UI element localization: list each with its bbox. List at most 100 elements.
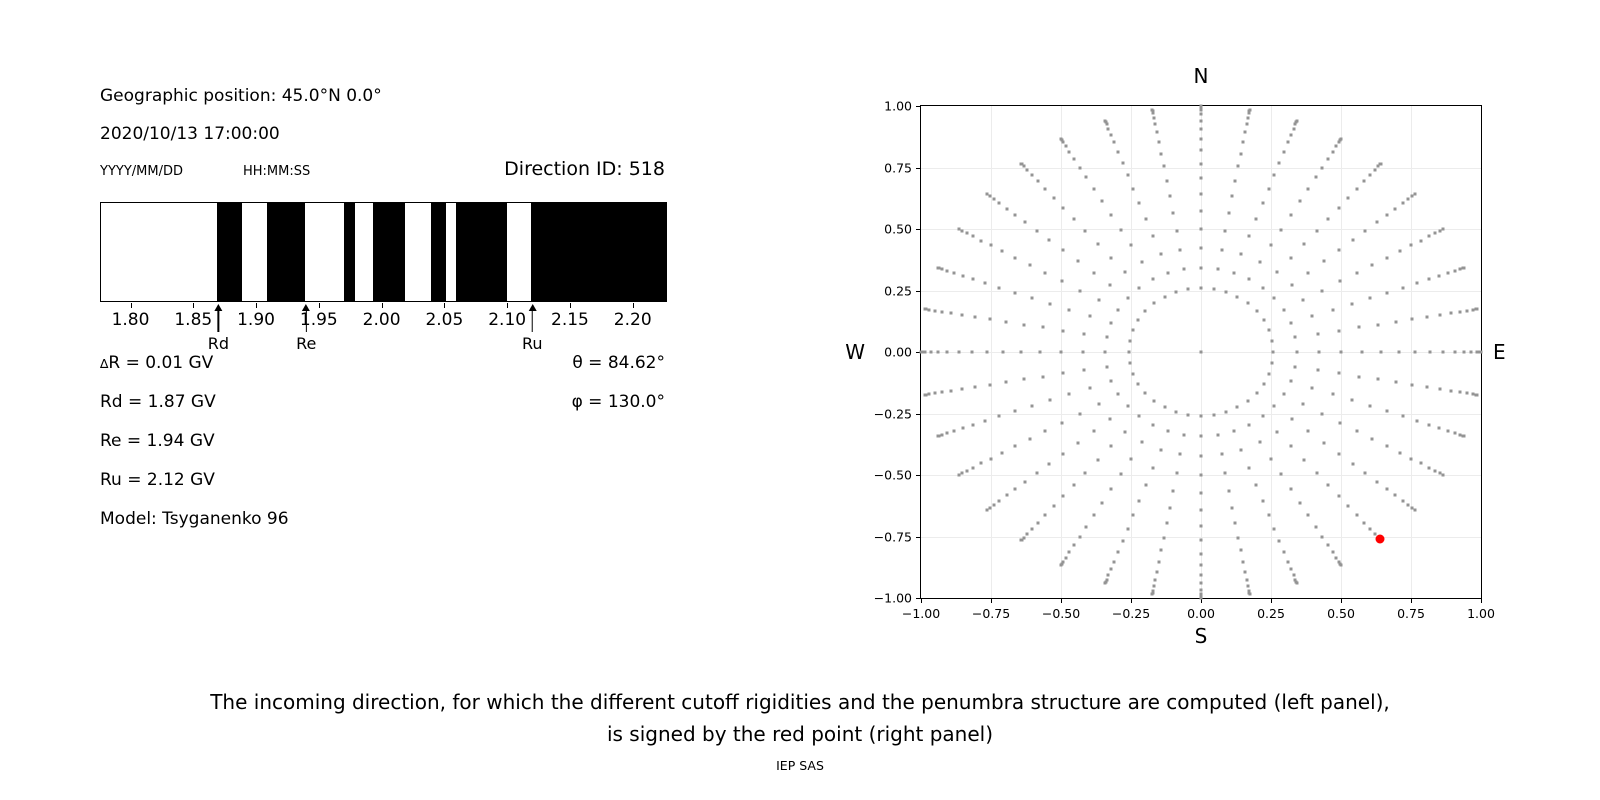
direction-dot [1246,584,1250,588]
direction-dot [1406,503,1410,507]
direction-dot [1458,390,1462,394]
direction-dot [1078,289,1082,292]
direction-dot [1302,458,1306,462]
direction-dot [927,308,931,312]
direction-dot [1220,452,1224,456]
direction-dot [1013,487,1017,491]
direction-dot [1174,290,1178,294]
selected-direction-point [1375,534,1385,544]
direction-dot [1151,589,1155,593]
direction-dot [985,508,988,512]
direction-dot [1469,350,1473,354]
direction-dot [1479,350,1483,354]
direction-dot [1052,196,1056,200]
direction-dot [1152,301,1156,305]
direction-dot [1370,437,1374,441]
direction-dot [1151,423,1155,427]
direction-dot [1178,452,1182,456]
direction-dot [1019,162,1023,166]
direction-dot [919,350,923,354]
direction-dot [1220,248,1224,252]
direction-dot [1269,457,1273,461]
direction-dot [1289,487,1293,491]
direction-dot [1060,279,1064,283]
penumbra-tick-mark [444,303,446,308]
direction-dot [1272,173,1276,177]
direction-dot [1368,173,1372,177]
direction-dot [1022,377,1026,381]
direction-dot [1199,596,1203,600]
direction-dot [1286,560,1290,563]
direction-dot [971,466,975,470]
direction-dot [1316,332,1320,336]
direction-dot [1061,494,1065,498]
direction-dot [1199,524,1203,528]
direction-dot [1144,483,1148,487]
direction-dot [1293,335,1297,339]
direction-dot [1013,444,1017,448]
direction-dot [1236,164,1240,168]
direction-dot [1126,404,1130,408]
model-text: Model: Tsyganenko 96 [100,509,289,529]
direction-dot [1137,286,1141,290]
direction-dot [1153,578,1157,582]
direction-dot [1199,588,1203,592]
direction-dot [945,350,949,354]
direction-dot [1239,548,1243,552]
direction-dot [1119,472,1123,476]
direction-dot [1227,489,1231,493]
direction-dot [957,227,960,231]
penumbra-tick-label: 2.15 [551,310,589,330]
direction-dot [1279,472,1283,476]
direction-dot [1088,314,1092,318]
compass-label-north: N [1193,64,1209,88]
compass-label-south: S [1194,624,1208,648]
direction-dot [1458,267,1462,271]
direction-dot [1362,521,1366,525]
direction-dot [1199,176,1203,180]
direction-dot [1212,287,1216,291]
penumbra-tick-label: 2.20 [613,310,652,330]
direction-dot [1171,211,1175,215]
direction-dot [1150,108,1154,112]
direction-dot [1246,399,1250,403]
direction-dot [1410,194,1414,198]
direction-dot [1022,536,1026,540]
direction-dot [1310,386,1314,390]
direction-dot [1019,350,1023,354]
direction-dot [1441,227,1445,231]
direction-dot [1199,414,1203,418]
penumbra-tick-mark [256,303,258,308]
direction-dot [1067,550,1071,554]
direction-dot [1199,227,1203,231]
direction-dot [1306,513,1310,517]
direction-dot [1471,308,1475,312]
direction-dot [1337,140,1341,144]
grid-line-vertical [1271,106,1272,598]
penumbra-tick-label: 2.05 [425,310,464,330]
direction-dot [1255,309,1258,313]
direction-dot [1282,550,1286,554]
direction-dot [1337,494,1341,498]
direction-dot [1295,350,1299,354]
direction-dot [1199,246,1203,250]
direction-dot [1092,187,1096,191]
direction-dot [1140,260,1144,264]
y-tick-mark [916,352,921,353]
date-format-label: YYYY/MM/DD [100,164,183,179]
penumbra-tick-mark [130,303,132,308]
direction-dot [1233,179,1237,183]
direction-dot [1363,471,1367,475]
x-tick-mark [921,598,922,603]
direction-dot [1223,471,1227,475]
direction-dot [1136,382,1140,386]
direction-dot [1232,271,1236,275]
x-tick-label: −0.50 [1041,606,1081,621]
direction-dot [1247,466,1251,470]
direction-dot [1030,404,1034,408]
marker-label: Rd [207,334,230,353]
direction-dot [1269,243,1273,247]
direction-dot [979,239,983,243]
direction-dot [1097,402,1101,406]
y-tick-mark [916,290,921,292]
